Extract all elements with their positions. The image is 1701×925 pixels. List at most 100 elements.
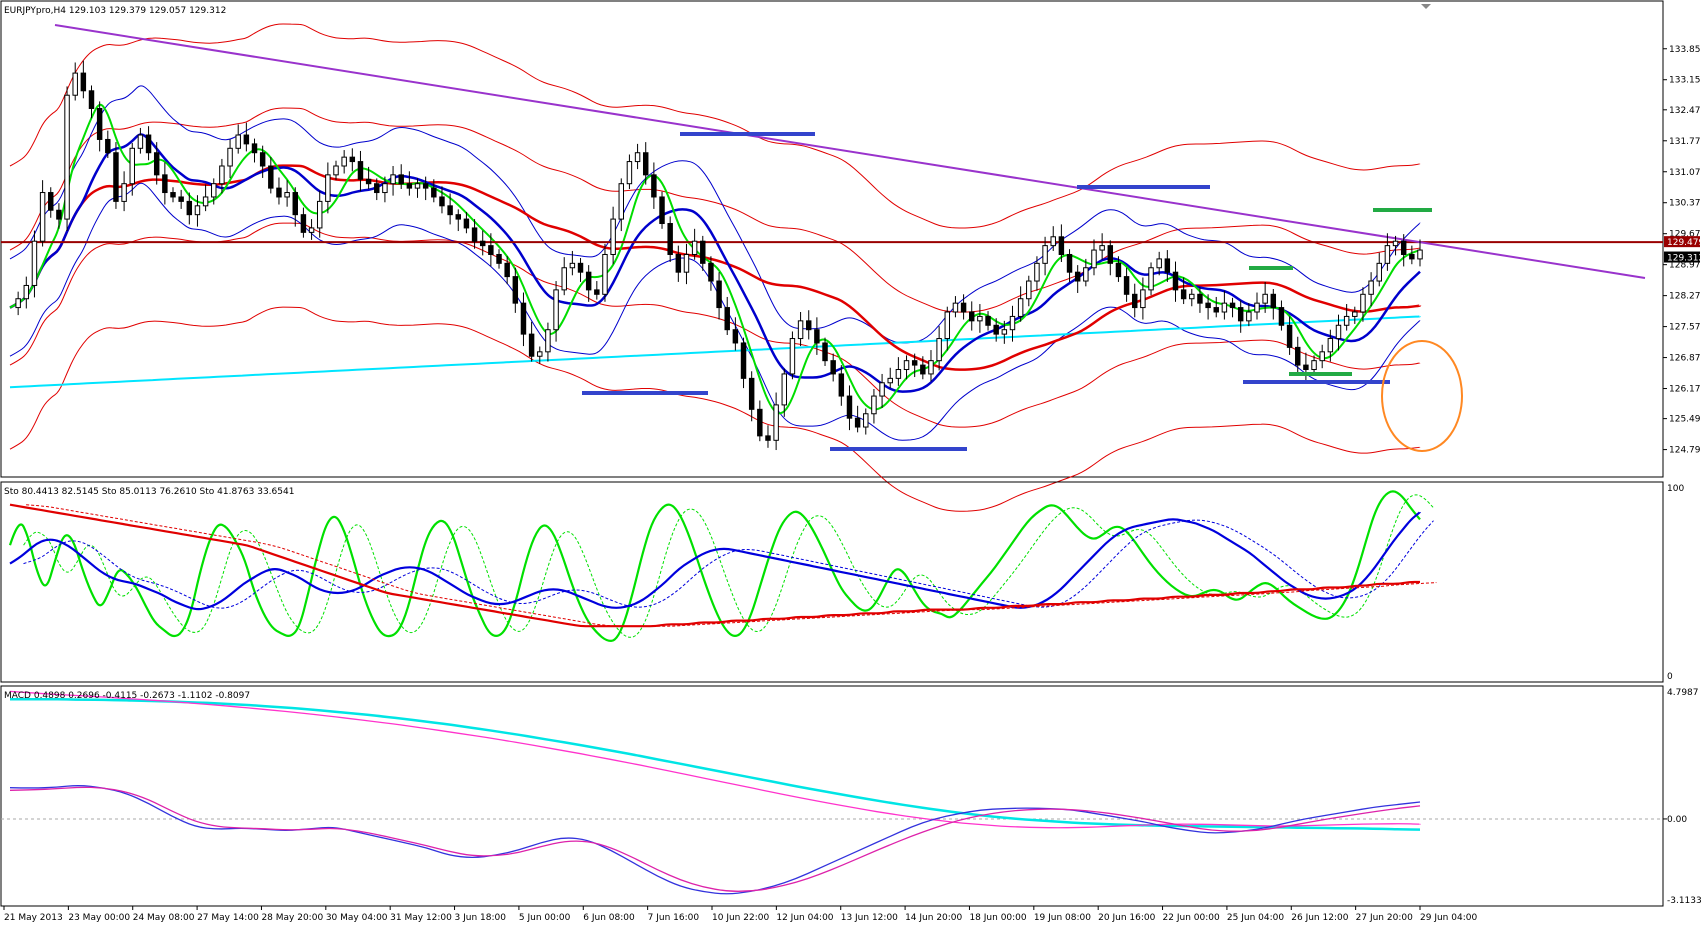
bear-candle <box>577 262 584 273</box>
bull-candle <box>569 262 576 269</box>
price-box-label: 129.312 <box>1667 254 1701 264</box>
bull-candle <box>1417 249 1423 260</box>
bear-candle <box>732 329 739 344</box>
price-scale-label: 125.490 <box>1669 415 1701 425</box>
chart-shift-icon[interactable] <box>1421 4 1431 9</box>
price-scale-label: 131.070 <box>1669 168 1701 178</box>
bear-candle <box>1400 240 1407 255</box>
bull-candle <box>863 413 869 428</box>
bear-candle <box>96 107 103 140</box>
bear-candle <box>398 174 404 185</box>
stochastic-panel[interactable]: Sto 80.4413 82.5145 Sto 85.0113 76.2610 … <box>0 481 1684 683</box>
bull-candle <box>781 373 788 406</box>
stochastic-lines <box>8 490 1437 643</box>
bear-candle <box>716 280 722 309</box>
bull-candle <box>64 94 70 220</box>
bear-candle <box>846 395 853 419</box>
bear-candle <box>1123 276 1130 295</box>
stochastic-line <box>9 511 1422 611</box>
bear-candle <box>920 364 926 375</box>
bear-candle <box>406 183 413 189</box>
price-scale-label: 128.970 <box>1669 261 1701 271</box>
bear-candle <box>911 360 918 366</box>
price-scale-label: 126.170 <box>1669 385 1701 395</box>
level-markers <box>582 132 1432 451</box>
bull-candle <box>414 183 421 189</box>
time-axis: 21 May 2013 23 May 00:00 24 May 08:00 27 Ma… <box>3 906 1477 923</box>
bear-candle <box>162 174 168 194</box>
bull-candle <box>1034 262 1040 282</box>
bull-candle <box>871 395 877 415</box>
bear-candle <box>805 320 812 331</box>
stochastic-panel-border <box>0 481 1664 683</box>
bear-candle <box>276 187 282 198</box>
bear-candle <box>48 192 54 211</box>
time-label: 27 Jun 20:00 <box>1356 913 1413 923</box>
time-label: 23 May 00:00 <box>68 913 130 923</box>
bear-candle <box>1205 302 1211 309</box>
bear-candle <box>374 183 380 194</box>
bull-candle <box>895 369 902 379</box>
bull-candle <box>15 298 21 309</box>
bear-candle <box>1213 307 1219 313</box>
bear-candle <box>985 315 991 326</box>
time-label: 10 Jun 22:00 <box>712 913 769 923</box>
time-label: 20 Jun 16:00 <box>1098 913 1155 923</box>
bear-candle <box>520 302 527 335</box>
bull-candle <box>1026 280 1032 300</box>
bear-candle <box>675 253 682 273</box>
bear-candle <box>1237 307 1244 322</box>
macd-panel[interactable]: MACD 0.4898 0.2696 -0.4115 -0.2673 -1.11… <box>0 685 1701 907</box>
bull-candle <box>211 183 217 198</box>
envelope-lower-outer <box>9 306 1421 512</box>
mid-ma <box>9 133 1421 393</box>
bear-candle <box>251 143 258 154</box>
bear-candle <box>748 377 755 410</box>
bull-candle <box>1189 293 1195 300</box>
bull-candle <box>1352 311 1358 317</box>
bull-candle <box>903 360 910 371</box>
time-label: 14 Jun 20:00 <box>905 913 962 923</box>
bear-candle <box>594 289 600 295</box>
bull-candle <box>936 338 942 362</box>
price-scale-label: 130.370 <box>1669 199 1701 209</box>
bear-candle <box>528 333 535 357</box>
time-label: 24 May 08:00 <box>133 913 195 923</box>
bull-candle <box>325 174 331 202</box>
stochastic-header: Sto 80.4413 82.5145 Sto 85.0113 76.2610 … <box>4 487 294 497</box>
bear-candle <box>105 138 111 154</box>
bull-candle <box>219 165 225 185</box>
price-scale-label: 126.870 <box>1669 354 1701 364</box>
bear-candle <box>243 134 250 145</box>
band-upper <box>9 85 1421 344</box>
bear-candle <box>838 373 845 397</box>
bear-candle <box>504 262 510 278</box>
current-price-boxes: 129.479 129.312 <box>1664 236 1701 264</box>
bear-candle <box>1066 253 1073 273</box>
bull-candle <box>235 134 241 149</box>
time-label: 18 Jun 00:00 <box>969 913 1026 923</box>
bull-candle <box>1017 298 1024 317</box>
price-box <box>1664 251 1700 263</box>
bull-candle <box>626 161 633 185</box>
bull-candle <box>1376 262 1382 282</box>
bull-candle <box>227 147 233 167</box>
bear-candle <box>422 183 429 189</box>
bull-candle <box>341 156 347 167</box>
bear-candle <box>1303 364 1309 371</box>
price-panel[interactable]: 133.850 133.150 132.470 131.770 131.070 130.3… <box>0 0 1701 512</box>
bull-candle <box>952 302 959 313</box>
bull-candle <box>1311 360 1317 371</box>
bear-candle <box>993 324 999 335</box>
time-label: 12 Jun 04:00 <box>776 913 833 923</box>
trendline <box>54 24 1646 279</box>
stochastic-scale-top: 100 <box>1667 484 1684 494</box>
bull-candle <box>1343 315 1350 326</box>
bull-candle <box>1091 249 1097 269</box>
bull-candle <box>610 218 616 255</box>
time-label: 30 May 04:00 <box>326 913 388 923</box>
bull-candle <box>1156 258 1162 269</box>
envelope-upper <box>9 107 1421 313</box>
bull-candle <box>284 192 290 198</box>
